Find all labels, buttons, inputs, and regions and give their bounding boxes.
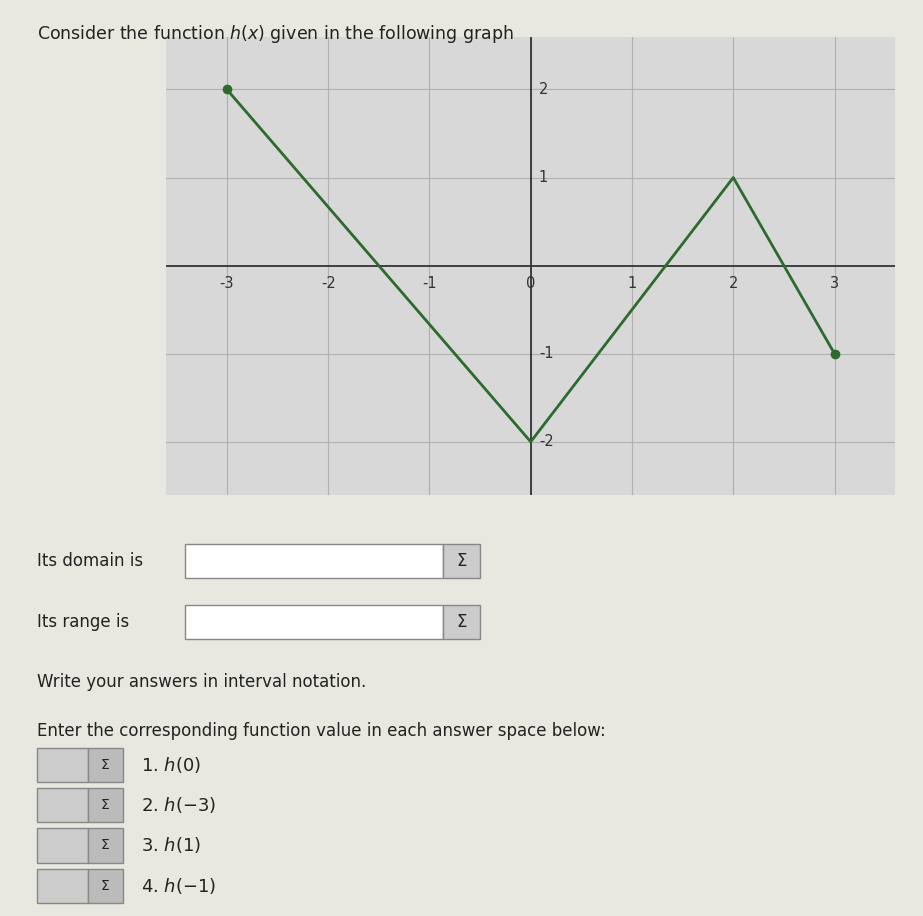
Text: Σ: Σ bbox=[101, 798, 110, 812]
FancyBboxPatch shape bbox=[185, 605, 443, 639]
Text: Its range is: Its range is bbox=[37, 613, 129, 631]
Text: Σ: Σ bbox=[456, 613, 467, 631]
FancyBboxPatch shape bbox=[37, 747, 88, 782]
Text: 1: 1 bbox=[628, 277, 637, 291]
Text: -2: -2 bbox=[539, 434, 554, 449]
Text: 2. $h(-3)$: 2. $h(-3)$ bbox=[141, 795, 217, 815]
Text: -3: -3 bbox=[220, 277, 234, 291]
Text: 4. $h(-1)$: 4. $h(-1)$ bbox=[141, 876, 217, 896]
Text: Write your answers in interval notation.: Write your answers in interval notation. bbox=[37, 673, 366, 692]
FancyBboxPatch shape bbox=[88, 868, 123, 903]
Text: 2: 2 bbox=[728, 277, 738, 291]
FancyBboxPatch shape bbox=[88, 788, 123, 823]
FancyBboxPatch shape bbox=[37, 828, 88, 863]
Text: Σ: Σ bbox=[101, 838, 110, 853]
Text: -2: -2 bbox=[321, 277, 336, 291]
Text: 1. $h(0)$: 1. $h(0)$ bbox=[141, 755, 201, 775]
Text: 0: 0 bbox=[526, 277, 535, 291]
FancyBboxPatch shape bbox=[88, 828, 123, 863]
Text: Σ: Σ bbox=[101, 878, 110, 893]
FancyBboxPatch shape bbox=[37, 788, 88, 823]
Text: 1: 1 bbox=[539, 170, 548, 185]
FancyBboxPatch shape bbox=[443, 605, 480, 639]
Text: 3: 3 bbox=[830, 277, 839, 291]
Text: Σ: Σ bbox=[101, 758, 110, 772]
FancyBboxPatch shape bbox=[443, 544, 480, 579]
Text: Enter the corresponding function value in each answer space below:: Enter the corresponding function value i… bbox=[37, 722, 605, 739]
FancyBboxPatch shape bbox=[185, 544, 443, 579]
Text: 3. $h(1)$: 3. $h(1)$ bbox=[141, 835, 201, 856]
Text: -1: -1 bbox=[422, 277, 437, 291]
FancyBboxPatch shape bbox=[37, 868, 88, 903]
Text: -1: -1 bbox=[539, 346, 554, 361]
FancyBboxPatch shape bbox=[88, 747, 123, 782]
Text: 2: 2 bbox=[539, 82, 548, 97]
Text: Consider the function $h(x)$ given in the following graph: Consider the function $h(x)$ given in th… bbox=[37, 23, 513, 45]
Text: Its domain is: Its domain is bbox=[37, 552, 143, 571]
Text: Σ: Σ bbox=[456, 552, 467, 571]
